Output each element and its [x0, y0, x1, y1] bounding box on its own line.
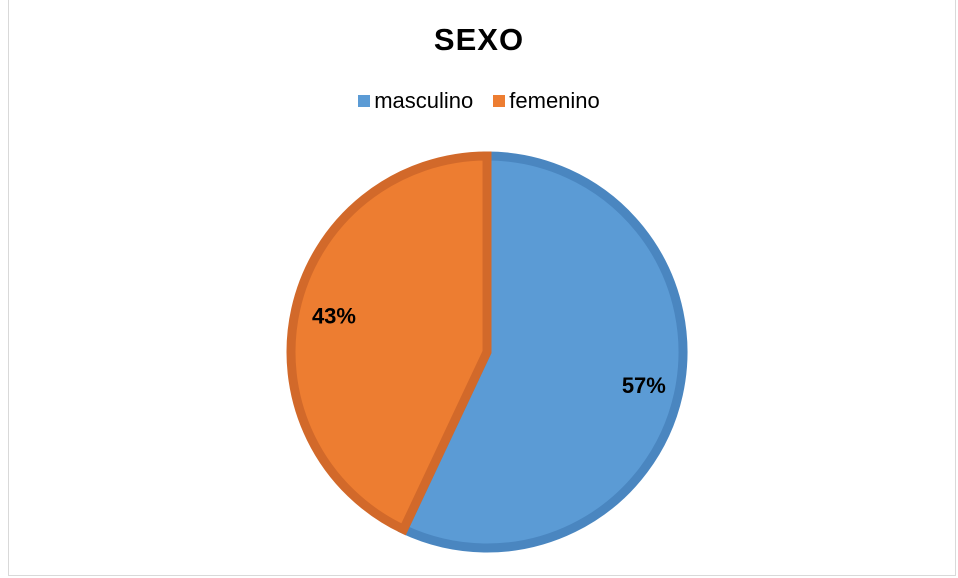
data-label-femenino: 43% [312, 304, 356, 329]
legend: masculino femenino [0, 88, 958, 114]
pie-slice-masculino [397, 151, 688, 553]
legend-item-masculino: masculino [358, 88, 473, 114]
legend-label-masculino: masculino [374, 88, 474, 113]
chart-title: SEXO [433, 22, 525, 57]
legend-swatch-masculino [358, 95, 371, 107]
pie-slice-femenino [286, 151, 492, 536]
legend-item-femenino: femenino [493, 88, 600, 114]
legend-label-femenino: femenino [509, 88, 600, 113]
data-label-masculino: 57% [622, 373, 666, 398]
legend-swatch-femenino [493, 95, 506, 107]
